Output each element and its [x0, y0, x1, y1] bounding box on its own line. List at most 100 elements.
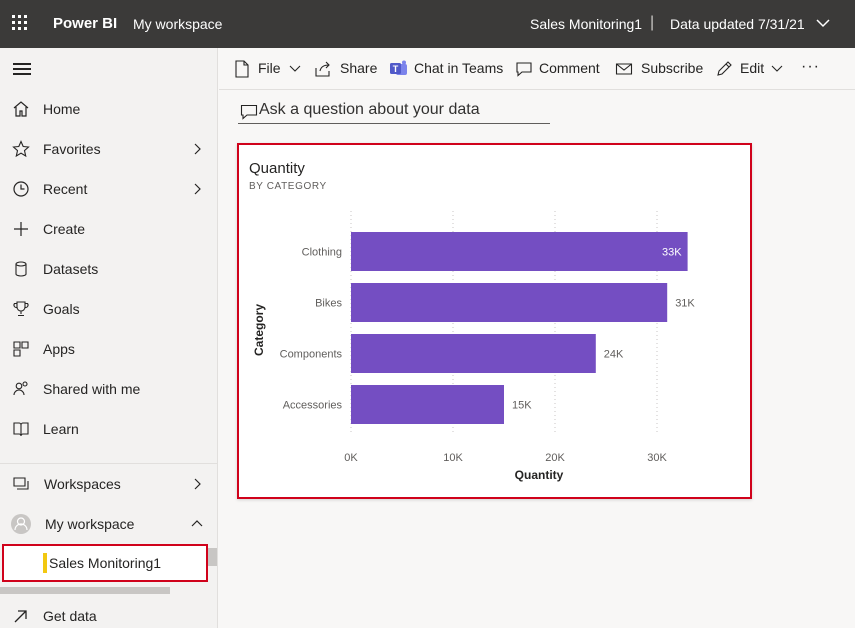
sidebar-item-my-workspace[interactable]: My workspace: [0, 506, 217, 542]
sidebar-item-home[interactable]: Home: [0, 91, 217, 127]
comment-icon: [516, 62, 532, 77]
brand-title[interactable]: Power BI: [53, 15, 118, 32]
subscribe-button[interactable]: Subscribe: [615, 60, 704, 78]
sidebar-item-goals[interactable]: Goals: [0, 291, 217, 327]
sidebar-scrollbar[interactable]: [0, 587, 170, 594]
comment-button[interactable]: Comment: [515, 60, 601, 78]
category-label: Clothing: [302, 247, 342, 259]
chevron-down-icon[interactable]: [815, 17, 831, 29]
sidebar-item-label: My workspace: [45, 516, 135, 532]
app-launcher-icon[interactable]: [12, 15, 28, 31]
star-icon: [12, 140, 30, 158]
x-tick-label: 0K: [344, 452, 358, 464]
category-label: Accessories: [283, 400, 343, 412]
chat-in-teams-label: Chat in Teams: [414, 60, 504, 76]
sidebar-item-learn[interactable]: Learn: [0, 411, 217, 447]
share-label: Share: [340, 60, 378, 76]
sidebar-item-datasets[interactable]: Datasets: [0, 251, 217, 287]
book-icon: [13, 422, 29, 437]
category-label: Bikes: [315, 298, 342, 310]
sidebar-item-label: Shared with me: [43, 381, 141, 397]
data-label: 15K: [512, 400, 532, 412]
comment-label: Comment: [539, 60, 600, 76]
selection-indicator: [208, 548, 217, 566]
bar: [351, 232, 688, 271]
file-icon: [235, 60, 249, 78]
sidebar-item-workspaces[interactable]: Workspaces: [0, 466, 217, 502]
workspaces-icon: [13, 477, 29, 490]
bar-chart: 0K 10K 20K 30K Clothing 33K Bikes 31K Components…: [252, 211, 695, 482]
bar: [351, 283, 668, 322]
chevron-right-icon[interactable]: [190, 142, 204, 156]
shared-icon: [13, 381, 28, 396]
database-icon: [15, 261, 27, 277]
plus-icon: [14, 222, 28, 236]
bar: [351, 385, 504, 424]
chevron-down-icon: [289, 65, 301, 72]
bar: [351, 334, 596, 373]
more-options-button[interactable]: ···: [801, 58, 820, 75]
qa-input[interactable]: Ask a question about your data: [238, 98, 550, 124]
sidebar-item-label: Datasets: [43, 261, 99, 277]
share-icon: [315, 61, 330, 77]
trophy-icon: [13, 301, 29, 317]
hamburger-menu-icon[interactable]: [13, 63, 31, 75]
y-axis-title: Category: [252, 304, 266, 356]
sidebar-item-apps[interactable]: Apps: [0, 331, 217, 367]
dashboard-tile[interactable]: Quantity BY CATEGORY 0K 10K 20K 30K Clothing…: [237, 143, 752, 499]
x-axis-title: Quantity: [515, 468, 564, 482]
data-label: 24K: [604, 349, 624, 361]
sidebar-item-shared-with-me[interactable]: Shared with me: [0, 371, 217, 407]
apps-icon: [13, 341, 29, 357]
report-name: Sales Monitoring1: [530, 16, 643, 32]
sidebar-item-label: Home: [43, 101, 81, 117]
tile-title: Quantity: [249, 160, 305, 177]
sidebar-item-label: Recent: [43, 181, 88, 197]
action-bar: File Share T Chat in Teams Comment Subsc…: [219, 48, 855, 90]
sidebar-item-label: Learn: [43, 421, 79, 437]
edit-button[interactable]: Edit: [715, 60, 785, 78]
sidebar-item-label: Apps: [43, 341, 75, 357]
file-button[interactable]: File: [234, 60, 304, 78]
qa-placeholder: Ask a question about your data: [259, 101, 480, 118]
sidebar-item-sales-monitoring1[interactable]: Sales Monitoring1: [2, 544, 208, 582]
chevron-right-icon[interactable]: [190, 182, 204, 196]
data-label: 31K: [675, 298, 695, 310]
active-indicator: [43, 553, 47, 573]
category-label: Components: [280, 349, 343, 361]
share-button[interactable]: Share: [314, 60, 378, 78]
chevron-down-icon: [771, 65, 783, 72]
breadcrumb-separator: |: [650, 14, 655, 31]
chevron-up-icon[interactable]: [190, 517, 204, 531]
top-bar: Power BI My workspace Sales Monitoring1 …: [0, 0, 855, 48]
sidebar-item-label: Workspaces: [44, 476, 121, 492]
avatar-icon: [11, 514, 31, 534]
x-tick-label: 30K: [647, 452, 667, 464]
subscribe-label: Subscribe: [641, 60, 704, 76]
sidebar-item-label: Get data: [43, 608, 97, 624]
sidebar-item-recent[interactable]: Recent: [0, 171, 217, 207]
edit-label: Edit: [740, 60, 765, 76]
svg-text:T: T: [393, 64, 399, 74]
tile-subtitle: BY CATEGORY: [249, 181, 327, 192]
chat-bubble-icon: [240, 104, 258, 120]
chat-in-teams-button[interactable]: T Chat in Teams: [389, 60, 504, 78]
sidebar-item-label: Create: [43, 221, 86, 237]
teams-icon: T: [390, 60, 407, 75]
breadcrumb-workspace[interactable]: My workspace: [133, 16, 223, 32]
arrow-up-right-icon: [14, 610, 27, 623]
sidebar-item-label: Sales Monitoring1: [49, 555, 162, 571]
data-updated-label[interactable]: Data updated 7/31/21: [670, 16, 805, 32]
file-label: File: [258, 60, 281, 76]
sidebar-item-create[interactable]: Create: [0, 211, 217, 247]
sidebar-item-label: Goals: [43, 301, 80, 317]
mail-icon: [615, 63, 633, 75]
x-tick-label: 20K: [545, 452, 565, 464]
sidebar-item-label: Favorites: [43, 141, 101, 157]
home-icon: [13, 101, 29, 117]
x-tick-label: 10K: [443, 452, 463, 464]
nav-sidebar: Home Favorites Recent Create Datasets Go…: [0, 48, 218, 628]
sidebar-item-get-data[interactable]: Get data: [0, 598, 217, 628]
chevron-right-icon[interactable]: [190, 477, 204, 491]
sidebar-item-favorites[interactable]: Favorites: [0, 131, 217, 167]
